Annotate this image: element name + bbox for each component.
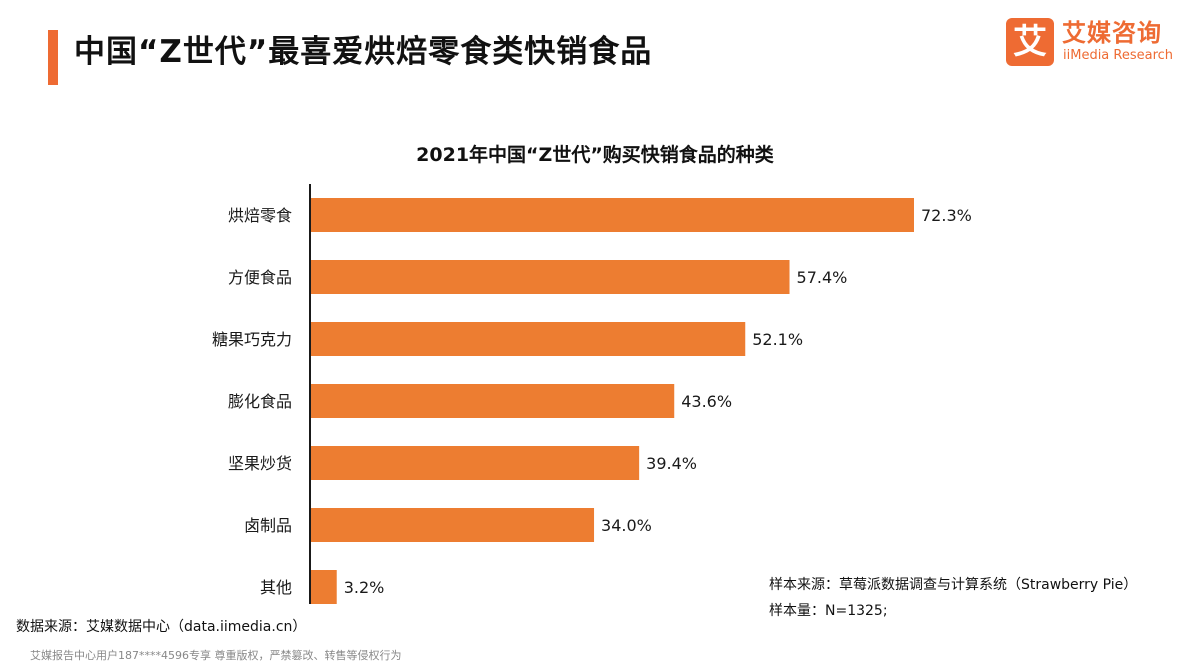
value-label: 3.2% xyxy=(344,578,385,597)
category-label: 烘焙零食 xyxy=(228,206,292,225)
value-label: 57.4% xyxy=(797,268,848,287)
category-label: 卤制品 xyxy=(244,516,292,535)
bar-chart: 烘焙零食 72.3% 方便食品 57.4% 糖果巧克力 52.1% 膨化食品 43.6% 坚果炒… xyxy=(212,184,972,604)
value-label: 39.4% xyxy=(646,454,697,473)
value-label: 52.1% xyxy=(752,330,803,349)
logo-chinese-name: 艾媒咨询 xyxy=(1062,19,1162,47)
data-source: 数据来源：艾媒数据中心（data.iimedia.cn） xyxy=(16,619,307,635)
value-label: 43.6% xyxy=(681,392,732,411)
bar xyxy=(310,570,337,604)
bar xyxy=(310,446,640,480)
category-label: 其他 xyxy=(260,578,292,597)
category-label: 膨化食品 xyxy=(228,392,292,411)
category-label: 坚果炒货 xyxy=(228,454,292,473)
page-title: 中国“Z世代”最喜爱烘焙零食类快销食品 xyxy=(74,34,653,70)
logo-mark: 艾 xyxy=(1006,18,1054,66)
bar xyxy=(310,508,595,542)
value-label: 72.3% xyxy=(921,206,972,225)
logo-english-name: iiMedia Research xyxy=(1063,48,1174,63)
bar xyxy=(310,384,675,418)
bar xyxy=(310,260,790,294)
bar xyxy=(310,198,914,232)
chart-title: 2021年中国“Z世代”购买快销食品的种类 xyxy=(416,144,774,166)
bar xyxy=(310,322,746,356)
iimedia-logo: 艾 艾媒咨询 iiMedia Research xyxy=(1006,18,1176,68)
category-label: 糖果巧克力 xyxy=(212,330,292,349)
value-label: 34.0% xyxy=(601,516,652,535)
sample-source-note: 样本来源：草莓派数据调查与计算系统（Strawberry Pie） xyxy=(769,577,1138,593)
title-accent-bar xyxy=(48,30,58,85)
category-label: 方便食品 xyxy=(228,268,292,287)
copyright-notice: 艾媒报告中心用户187****4596专享 尊重版权，严禁篡改、转售等侵权行为 xyxy=(30,649,402,662)
sample-size-note: 样本量：N=1325; xyxy=(769,603,888,619)
